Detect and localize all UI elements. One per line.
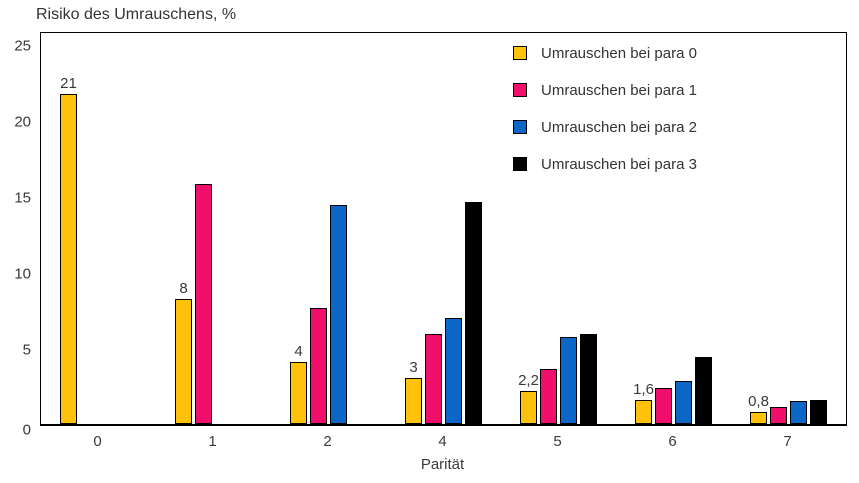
legend-label: Umrauschen bei para 0	[541, 44, 697, 62]
y-axis: 25 20 15 10 5 0	[0, 32, 36, 438]
bar-slot: 8	[175, 280, 192, 424]
y-tick-label: 0	[22, 421, 31, 439]
bar-slot	[195, 184, 212, 424]
y-tick-label: 25	[14, 37, 31, 55]
bar	[60, 94, 77, 424]
bar-slot: 4	[290, 343, 307, 424]
bar-value-label: 8	[179, 280, 188, 297]
legend-label: Umrauschen bei para 3	[541, 155, 697, 173]
bar-slot: 3	[405, 359, 422, 424]
bar-slot	[465, 202, 482, 424]
bar	[770, 407, 787, 424]
bar-slot	[540, 369, 557, 424]
bar	[405, 378, 422, 424]
bar-slot	[810, 400, 827, 424]
x-tick-label: 6	[668, 433, 677, 450]
bar-value-label: 3	[409, 359, 418, 376]
bar-slot: 21	[60, 75, 77, 424]
bar	[655, 388, 672, 424]
x-tick-label: 7	[783, 433, 792, 450]
x-tick-label: 4	[438, 433, 447, 450]
bar-value-label: 1,6	[633, 381, 654, 398]
bar	[465, 202, 482, 424]
bar-slot	[560, 337, 577, 424]
y-tick-label: 20	[14, 113, 31, 131]
plot-area: 21 8 4 3 2,2 1,6 0,8 Umrauschen bei para 0 Umra…	[40, 32, 847, 426]
x-tick-label: 0	[93, 433, 102, 450]
bar	[675, 381, 692, 424]
bar-group: 4	[271, 33, 386, 424]
legend-item: Umrauschen bei para 1	[513, 80, 697, 100]
legend-item: Umrauschen bei para 2	[513, 117, 697, 137]
bar-slot	[695, 357, 712, 424]
chart-title: Risiko des Umrauschens, %	[36, 6, 237, 23]
bar-group: 8	[156, 33, 271, 424]
x-tick-label: 1	[208, 433, 217, 450]
legend: Umrauschen bei para 0 Umrauschen bei para…	[513, 43, 697, 191]
bar-value-label: 2,2	[518, 372, 539, 389]
bar	[560, 337, 577, 424]
x-axis: 0 1 2 4 5 6 7	[40, 433, 845, 453]
y-tick-label: 5	[22, 341, 31, 359]
bar	[790, 401, 807, 424]
bar-slot	[445, 318, 462, 424]
legend-swatch-icon	[513, 46, 527, 60]
bar	[540, 369, 557, 424]
bar-value-label: 21	[60, 75, 77, 92]
bar	[175, 299, 192, 424]
bar-value-label: 4	[294, 343, 303, 360]
x-tick-label: 2	[323, 433, 332, 450]
bar-group: 0,8	[731, 33, 846, 424]
legend-item: Umrauschen bei para 0	[513, 43, 697, 63]
x-tick-label: 5	[553, 433, 562, 450]
bar-slot: 1,6	[633, 381, 654, 424]
bar	[290, 362, 307, 424]
bar	[750, 412, 767, 424]
bar-slot	[770, 407, 787, 424]
bar-slot	[655, 388, 672, 424]
legend-label: Umrauschen bei para 1	[541, 81, 697, 99]
bar-slot	[310, 308, 327, 424]
bar	[445, 318, 462, 424]
bar	[810, 400, 827, 424]
legend-swatch-icon	[513, 83, 527, 97]
bar	[330, 205, 347, 424]
bar-slot: 2,2	[518, 372, 539, 424]
bar	[310, 308, 327, 424]
legend-swatch-icon	[513, 120, 527, 134]
bar	[695, 357, 712, 424]
bar	[195, 184, 212, 424]
bar-value-label: 0,8	[748, 393, 769, 410]
bar	[635, 400, 652, 424]
bar	[580, 334, 597, 424]
x-axis-title: Parität	[420, 456, 465, 473]
bar-group: 21	[41, 33, 156, 424]
y-tick-label: 15	[14, 189, 31, 207]
legend-label: Umrauschen bei para 2	[541, 118, 697, 136]
bar-slot	[675, 381, 692, 424]
bar-slot	[330, 205, 347, 424]
bar-slot	[790, 401, 807, 424]
bar-slot: 0,8	[748, 393, 769, 424]
bar-slot	[580, 334, 597, 424]
bar	[425, 334, 442, 424]
bar-group: 3	[386, 33, 501, 424]
bar-slot	[425, 334, 442, 424]
y-tick-label: 10	[14, 265, 31, 283]
bar	[520, 391, 537, 424]
legend-swatch-icon	[513, 157, 527, 171]
legend-item: Umrauschen bei para 3	[513, 154, 697, 174]
